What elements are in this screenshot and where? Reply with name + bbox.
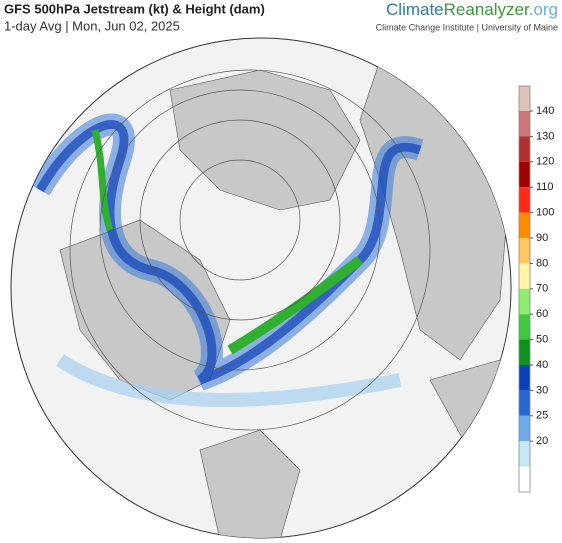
colorbar-swatch (519, 187, 530, 213)
colorbar-label: 30 (536, 384, 548, 396)
logo-tagline: Climate Change Institute | University of… (376, 22, 558, 32)
colorbar-swatch (519, 111, 530, 137)
colorbar-label: 20 (536, 435, 548, 447)
colorbar-label: 80 (536, 257, 548, 269)
map-title: GFS 500hPa Jetstream (kt) & Height (dam) (4, 1, 265, 16)
colorbar-swatch (519, 365, 530, 391)
colorbar-label: 110 (536, 181, 554, 193)
globe (10, 37, 512, 539)
colorbar-swatch (519, 441, 530, 467)
colorbar: 140 130 120 110 100 90 80 70 60 50 40 30 25 20 (518, 85, 554, 493)
colorbar-label: 120 (536, 156, 554, 168)
colorbar-swatch (519, 212, 530, 238)
logo-part: Climate (386, 0, 444, 19)
colorbar-label: 40 (536, 359, 548, 371)
colorbar-label: 100 (536, 207, 554, 219)
colorbar-swatch (519, 466, 530, 492)
colorbar-swatch (519, 161, 530, 188)
map-subtitle: 1-day Avg | Mon, Jun 02, 2025 (4, 18, 180, 33)
colorbar-label: 90 (536, 232, 548, 244)
colorbar-swatch (519, 415, 530, 442)
logo-part: Reanalyzer (444, 0, 530, 19)
colorbar-label: 60 (536, 308, 548, 320)
colorbar-label: 25 (536, 410, 548, 422)
logo: ClimateReanalyzer.org (386, 0, 558, 19)
colorbar-label: 70 (536, 283, 548, 295)
colorbar-swatch (519, 288, 530, 315)
colorbar-swatch (519, 238, 530, 264)
colorbar-label: 140 (536, 105, 554, 117)
colorbar-swatch (519, 86, 530, 111)
colorbar-swatch (519, 339, 530, 365)
colorbar-label: 50 (536, 334, 548, 346)
colorbar-swatch (519, 390, 530, 416)
colorbar-swatch (519, 263, 530, 289)
colorbar-swatch (519, 136, 530, 162)
colorbar-label: 130 (536, 130, 554, 142)
colorbar-swatch (519, 314, 530, 340)
logo-part: .org (529, 0, 558, 19)
